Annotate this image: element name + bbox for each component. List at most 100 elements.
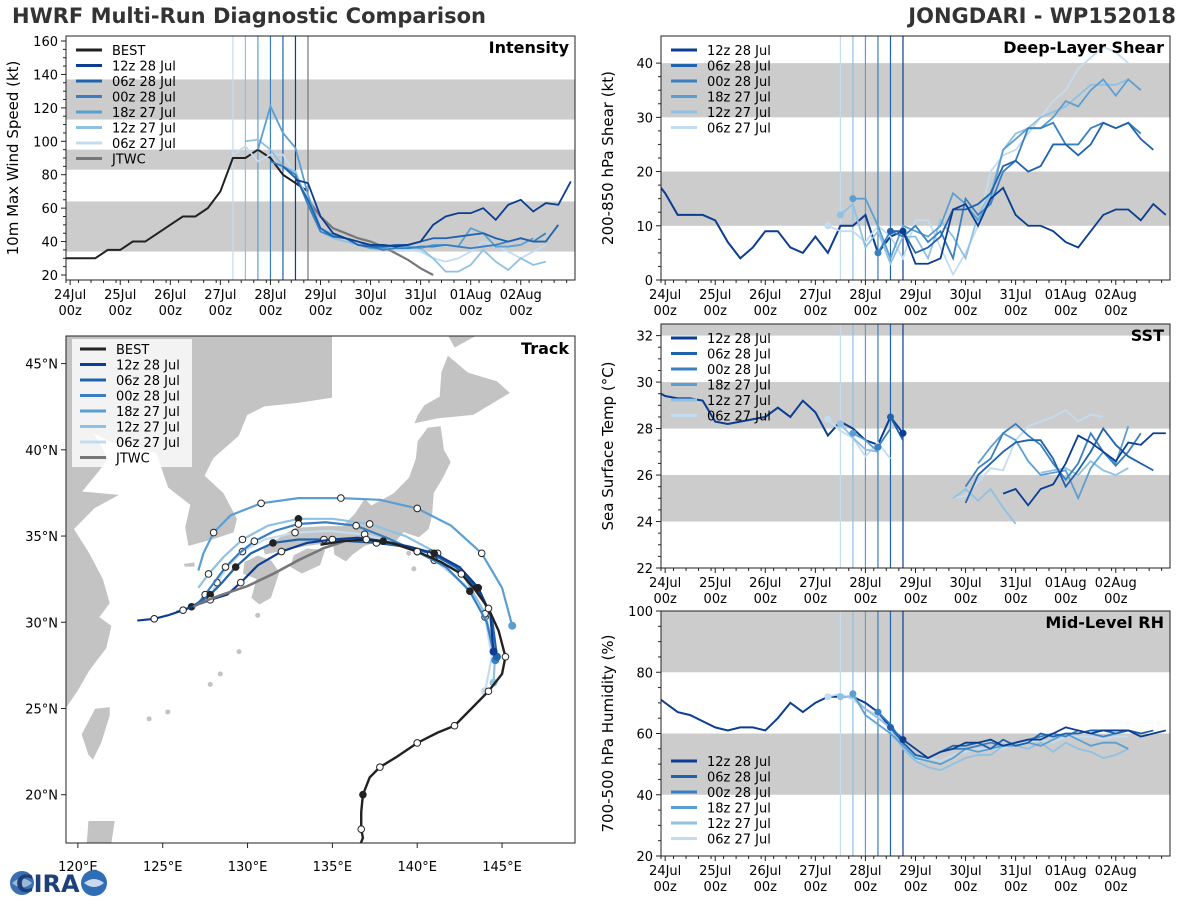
x-tick-label: 25Jul	[104, 288, 136, 303]
legend-label: 12z 28 Jul	[707, 44, 771, 59]
legend-label: 12z 28 Jul	[707, 755, 771, 770]
y-tick-label: 20	[636, 166, 653, 181]
x-tick-label: 00z	[704, 880, 728, 895]
y-tick-label: 60	[41, 202, 58, 217]
island	[406, 550, 412, 556]
legend-label: 18z 27 Jul	[116, 405, 180, 420]
y-tick-label: 80	[636, 666, 653, 681]
lon-tick-label: 125°E	[143, 860, 183, 875]
track-marker	[236, 578, 245, 587]
y-tick-label: 40	[41, 236, 58, 251]
run-start-marker	[849, 195, 857, 203]
track-marker	[209, 528, 218, 537]
x-tick-label: 00z	[653, 880, 677, 895]
x-tick-label: 00z	[1104, 592, 1128, 607]
series-run-2	[270, 160, 547, 251]
plot-frame	[65, 335, 576, 844]
x-tick-label: 00z	[1054, 880, 1078, 895]
panel-intensity: 2040608010012014016024Jul00z25Jul00z26Ju…	[4, 35, 576, 319]
panel-shear: 01020304024Jul00z25Jul00z26Jul00z27Jul00…	[599, 35, 1171, 319]
track-marker	[413, 504, 422, 513]
track-marker	[474, 583, 483, 592]
lon-tick-label: 120°E	[58, 860, 98, 875]
legend-label: 06z 27 Jul	[707, 410, 771, 425]
x-tick-label: 00z	[954, 880, 978, 895]
lat-tick-label: 25°N	[25, 702, 58, 717]
x-tick-label: 26Jul	[749, 864, 781, 879]
legend-label: 00z 28 Jul	[707, 75, 771, 90]
x-tick-label: 00z	[904, 880, 928, 895]
series-run-0	[1002, 432, 1166, 507]
y-tick-label: 30	[636, 376, 653, 391]
x-tick-label: 29Jul	[304, 288, 336, 303]
x-tick-label: 00z	[954, 592, 978, 607]
lat-tick-label: 35°N	[25, 530, 58, 545]
panel-title: Mid-Level RH	[1045, 613, 1164, 632]
run-start-marker	[849, 690, 857, 698]
series-run-2	[964, 422, 1142, 488]
track-marker	[450, 721, 459, 730]
x-tick-label: 00z	[509, 304, 533, 319]
land-sakhalin	[447, 336, 477, 349]
x-tick-label: 29Jul	[899, 576, 931, 591]
track-marker	[477, 549, 486, 558]
legend-label: 06z 28 Jul	[707, 348, 771, 363]
track-run-4	[197, 517, 497, 683]
x-tick-label: 00z	[904, 592, 928, 607]
x-tick-label: 00z	[309, 304, 333, 319]
x-tick-label: 00z	[259, 304, 283, 319]
track-marker	[359, 790, 367, 799]
panel-title: SST	[1131, 326, 1164, 345]
lon-tick-label: 140°E	[397, 860, 437, 875]
run-start-marker	[899, 429, 907, 437]
legend-label: 06z 28 Jul	[116, 374, 180, 389]
x-tick-label: 01Aug	[1045, 864, 1087, 879]
series-run-4	[1040, 459, 1129, 477]
x-tick-label: 25Jul	[699, 864, 731, 879]
x-tick-label: 26Jul	[749, 288, 781, 303]
x-tick-label: 24Jul	[649, 864, 681, 879]
island	[207, 681, 213, 687]
series-run-3	[852, 432, 879, 453]
x-tick-label: 00z	[109, 304, 133, 319]
legend-label: 06z 28 Jul	[707, 60, 771, 75]
track-marker	[357, 825, 366, 834]
track-marker	[484, 604, 493, 613]
run-start-marker	[886, 413, 894, 421]
x-tick-label: 26Jul	[154, 288, 186, 303]
run-start-marker	[874, 443, 882, 451]
track-marker	[376, 763, 384, 771]
y-tick-label: 32	[636, 330, 653, 345]
x-tick-label: 00z	[1104, 304, 1128, 319]
y-tick-label: 100	[628, 605, 653, 620]
x-tick-label: 00z	[1004, 304, 1028, 319]
x-tick-label: 00z	[359, 304, 383, 319]
legend-label: JTWC	[115, 452, 150, 467]
y-tick-label: 20	[636, 850, 653, 865]
y-tick-label: 28	[636, 423, 653, 438]
x-tick-label: 24Jul	[649, 576, 681, 591]
track-marker	[457, 570, 466, 578]
x-tick-label: 28Jul	[254, 288, 286, 303]
panel-title: Track	[521, 339, 569, 358]
land-honshu	[262, 425, 452, 563]
series-run-4	[839, 423, 879, 453]
x-tick-label: 00z	[954, 304, 978, 319]
lat-tick-label: 45°N	[25, 358, 58, 373]
land-shikoku	[289, 547, 327, 575]
land-hokkaido	[413, 354, 512, 425]
y-tick-label: 160	[33, 35, 58, 50]
track-marker	[277, 547, 286, 556]
series-best	[661, 187, 904, 260]
x-tick-label: 01Aug	[1045, 288, 1087, 303]
run-start-marker	[886, 723, 894, 731]
track-marker	[204, 570, 213, 578]
series-run-5	[952, 408, 1104, 500]
series-best	[661, 695, 904, 741]
x-tick-label: 02Aug	[1095, 288, 1137, 303]
y-tick-label: 0	[645, 274, 653, 289]
page-title: HWRF Multi-Run Diagnostic Comparison	[12, 4, 487, 28]
x-tick-label: 00z	[754, 880, 778, 895]
track-marker	[257, 499, 265, 508]
